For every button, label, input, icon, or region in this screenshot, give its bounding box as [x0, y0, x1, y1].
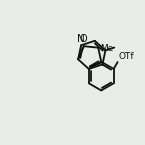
Text: OTf: OTf [119, 52, 134, 61]
Text: O: O [79, 34, 87, 44]
Text: N: N [77, 34, 84, 44]
Text: Me: Me [100, 44, 113, 53]
